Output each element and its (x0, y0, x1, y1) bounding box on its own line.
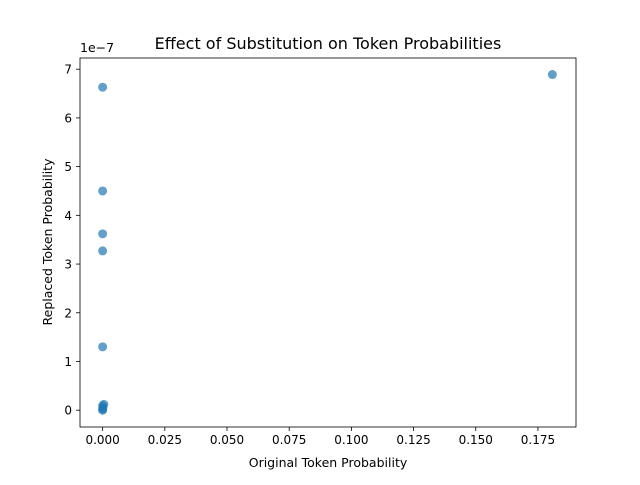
y-tick-label: 6 (64, 111, 72, 125)
y-tick-label: 3 (64, 258, 72, 272)
y-axis: 0 1 2 3 4 5 6 7 (64, 63, 80, 418)
x-tick-label: 0.175 (521, 433, 555, 447)
y-tick-label: 5 (64, 160, 72, 174)
x-tick-label: 0.125 (396, 433, 430, 447)
data-point (98, 82, 108, 92)
y-tick-label: 4 (64, 209, 72, 223)
data-point (98, 229, 108, 239)
data-point (98, 405, 108, 415)
data-point (547, 70, 557, 80)
x-tick-label: 0.150 (459, 433, 493, 447)
x-axis: 0.000 0.025 0.050 0.075 0.100 0.125 0.150 0.175 (85, 427, 555, 447)
x-axis-label: Original Token Probability (249, 455, 408, 470)
chart-title: Effect of Substitution on Token Probabil… (155, 34, 502, 53)
points-layer (98, 70, 557, 415)
data-point (98, 246, 108, 256)
y-tick-label: 7 (64, 63, 72, 77)
x-tick-label: 0.075 (272, 433, 306, 447)
y-tick-label: 1 (64, 355, 72, 369)
x-tick-label: 0.050 (210, 433, 244, 447)
y-tick-label: 2 (64, 306, 72, 320)
y-axis-offset-label: 1e−7 (80, 40, 114, 55)
x-tick-label: 0.025 (148, 433, 182, 447)
plot-frame (79, 57, 577, 428)
x-tick-label: 0.000 (85, 433, 119, 447)
data-point (98, 186, 108, 196)
x-tick-label: 0.100 (334, 433, 368, 447)
y-axis-label: Replaced Token Probability (40, 158, 55, 326)
data-point (98, 342, 108, 352)
y-tick-label: 0 (64, 404, 72, 418)
